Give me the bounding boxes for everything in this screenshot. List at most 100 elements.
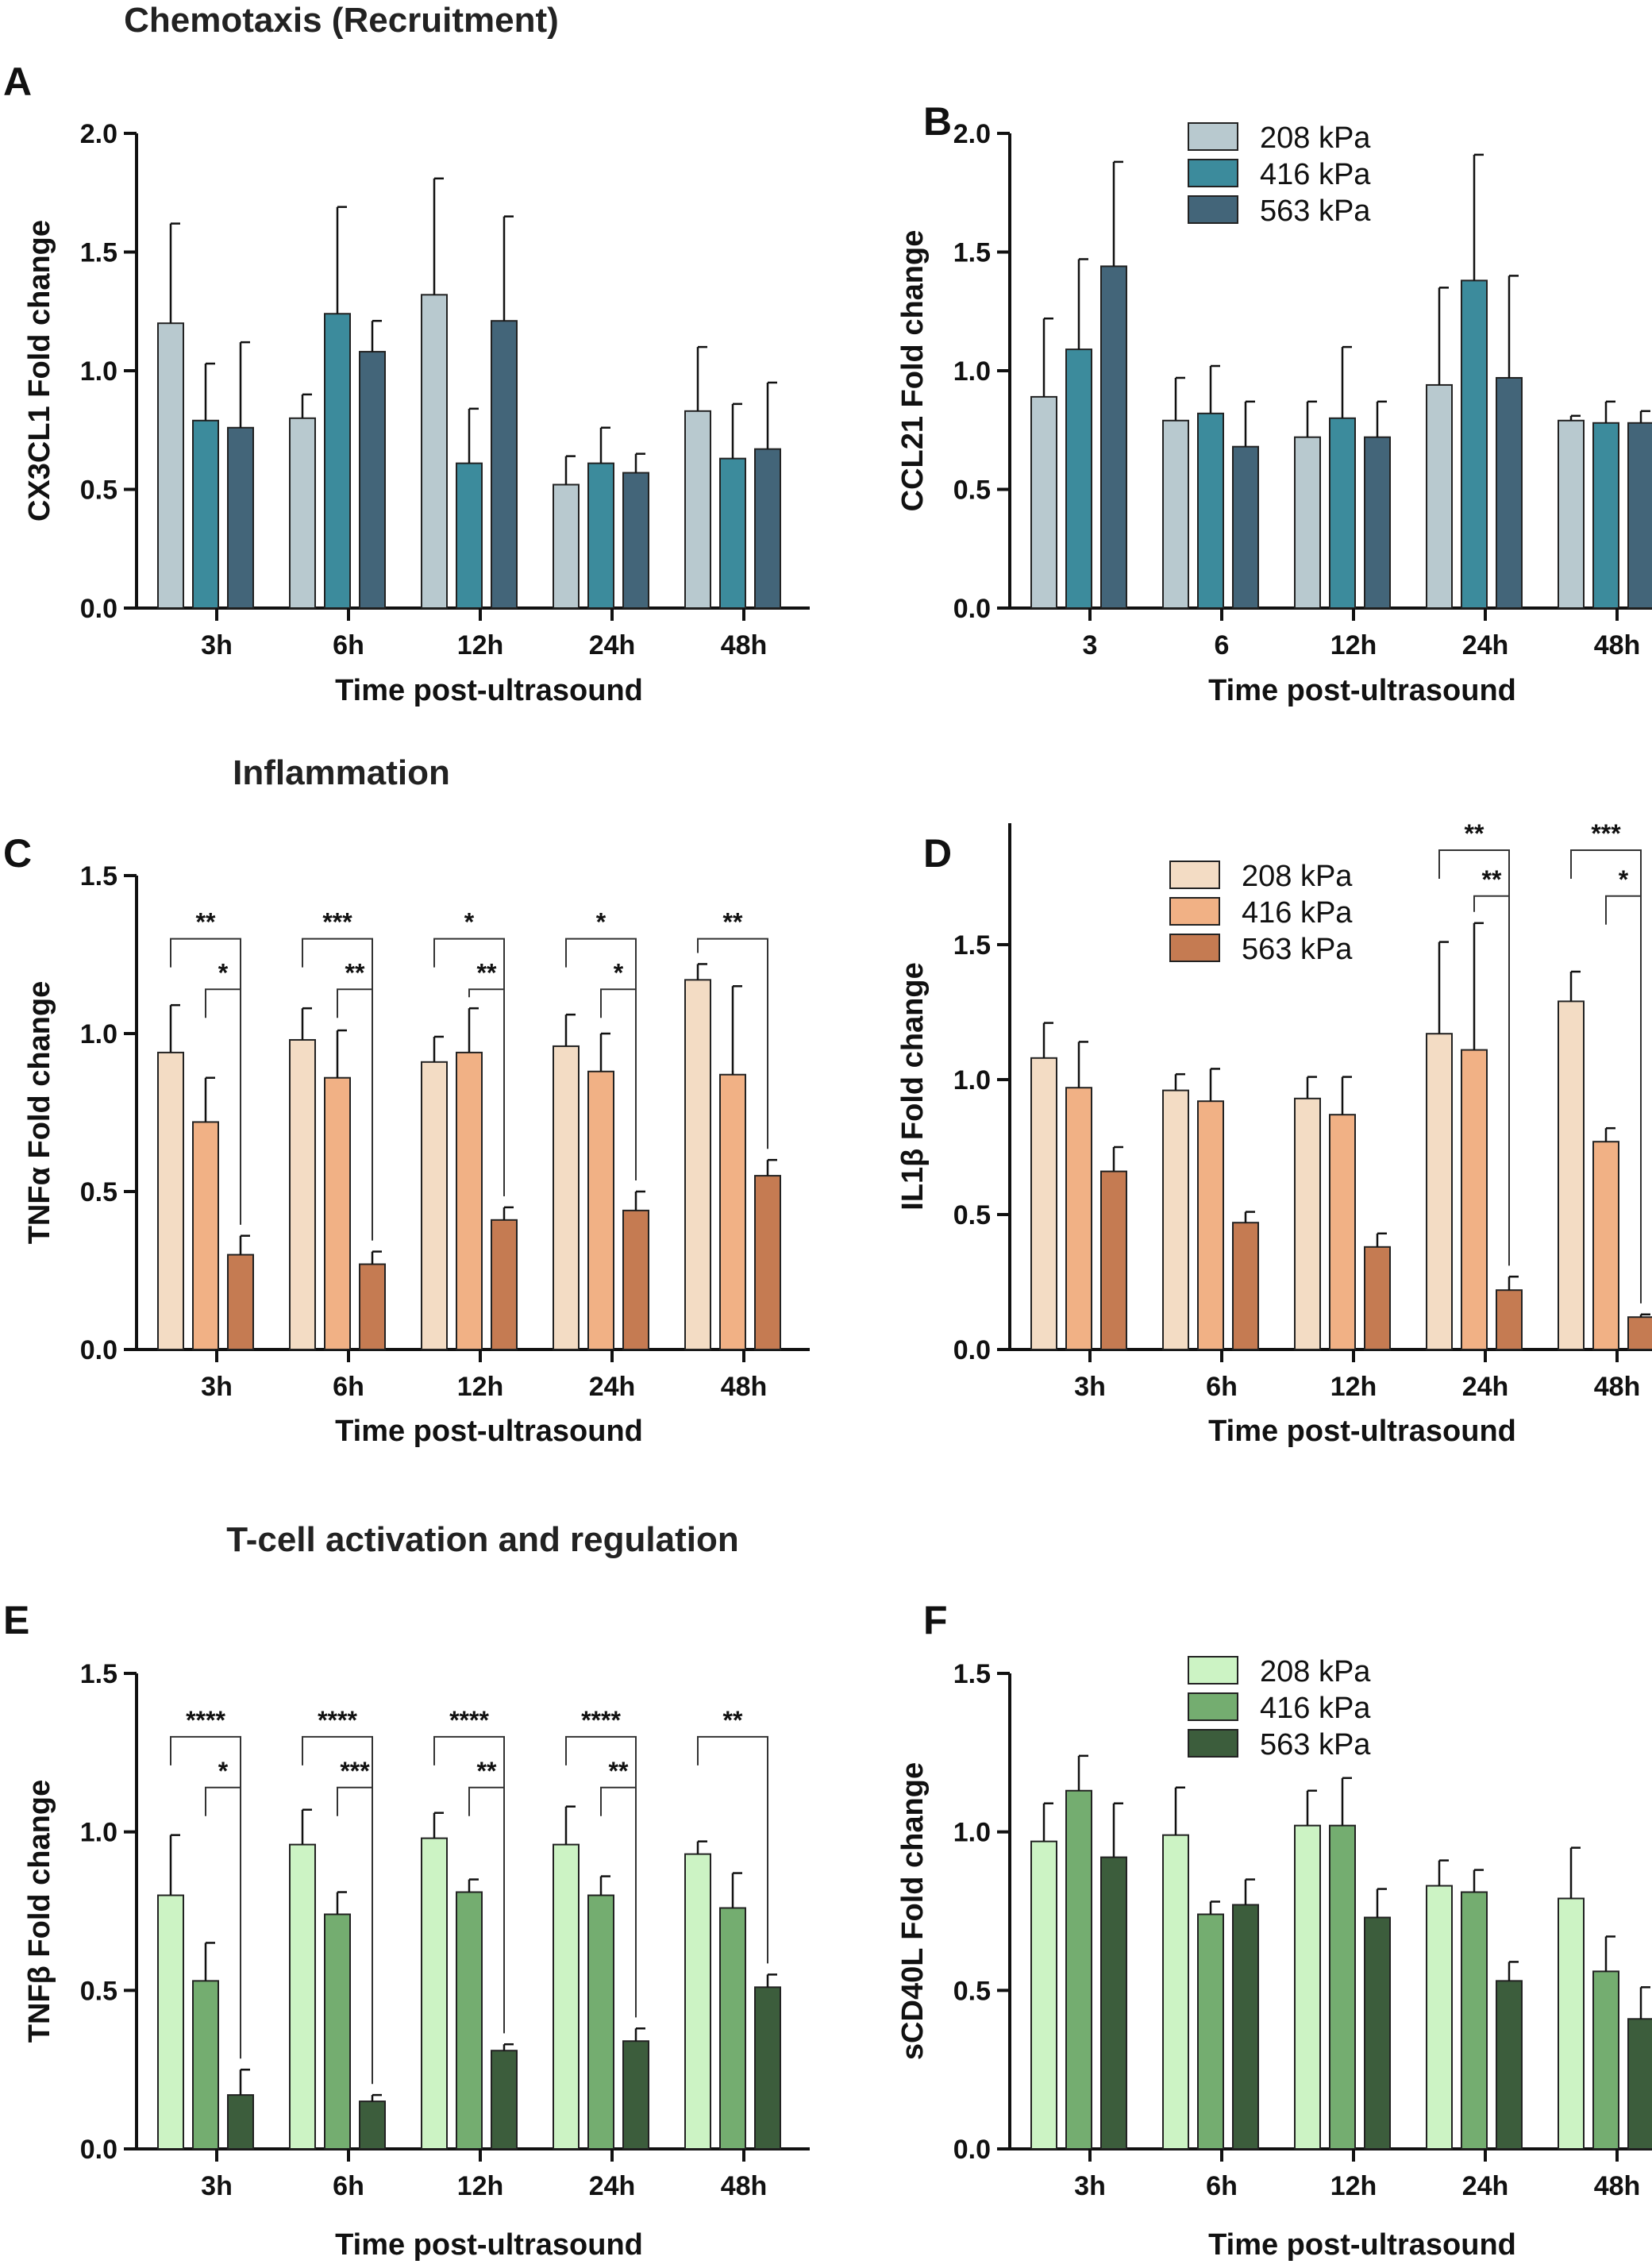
bar-563-kpa-6h bbox=[359, 2100, 386, 2150]
bar-208-kpa-6h bbox=[1162, 1089, 1189, 1350]
significance-label: *** bbox=[1591, 819, 1621, 848]
y-axis-title: TNFβ Fold change bbox=[23, 1780, 56, 2043]
bar-416-kpa-24h bbox=[587, 1894, 614, 2150]
legend-swatch bbox=[1169, 897, 1220, 926]
legend-swatch bbox=[1188, 1656, 1238, 1685]
bar-208-kpa-3h bbox=[157, 1894, 184, 2150]
x-tick-label: 3h bbox=[1074, 1372, 1106, 1402]
bar-563-kpa-24h bbox=[1496, 1289, 1523, 1350]
significance-label: ** bbox=[723, 908, 743, 937]
panel-a: A 0.0 0.5 1.0 1.5 2.0 CX3CL1 Fold change Time … bbox=[3, 60, 810, 707]
bar-416-kpa-12h bbox=[1329, 1114, 1356, 1350]
bar-208-kpa-24h bbox=[553, 483, 580, 610]
x-tick-label: 12h bbox=[1330, 1372, 1377, 1402]
legend-swatch bbox=[1188, 122, 1238, 151]
x-tick-label: 12h bbox=[457, 1372, 504, 1402]
bar-563-kpa-3h bbox=[1100, 1170, 1127, 1350]
bar-416-kpa-24h bbox=[587, 1070, 614, 1350]
bar-416-kpa-6h bbox=[324, 1913, 351, 2150]
significance-bracket bbox=[468, 988, 505, 1196]
bar-208-kpa-24h bbox=[1426, 383, 1453, 609]
legend-label: 563 kPa bbox=[1242, 933, 1353, 966]
y-tick-label: 1.5 bbox=[80, 1659, 117, 1689]
legend-swatch bbox=[1169, 861, 1220, 889]
significance-label: * bbox=[1619, 865, 1629, 894]
bar-563-kpa-3h bbox=[227, 426, 254, 610]
x-tick-label: 3h bbox=[1074, 2171, 1106, 2201]
x-tick-label: 48h bbox=[1594, 1372, 1641, 1402]
x-axis-title: Time post-ultrasound bbox=[335, 674, 643, 707]
bar-208-kpa-6h bbox=[289, 1843, 316, 2150]
legend-swatch bbox=[1188, 1729, 1238, 1758]
significance-label: * bbox=[464, 908, 475, 937]
x-axis-title: Time post-ultrasound bbox=[335, 2228, 643, 2262]
bar-416-kpa-24h bbox=[1461, 1891, 1488, 2150]
significance-label: **** bbox=[581, 1706, 621, 1735]
y-tick-label: 1.0 bbox=[80, 1818, 117, 1848]
bar-563-kpa-24h bbox=[622, 1209, 649, 1350]
x-axis-title: Time post-ultrasound bbox=[1208, 2228, 1516, 2262]
significance-label: ** bbox=[477, 958, 497, 987]
bar-563-kpa-12h bbox=[1364, 436, 1391, 609]
bar-208-kpa-12h bbox=[421, 1061, 448, 1350]
legend-swatch bbox=[1188, 1692, 1238, 1721]
significance-label: ** bbox=[196, 908, 216, 937]
panel-b: B 0.0 0.5 1.0 1.5 2.0 CCL21 Fold change Time p… bbox=[896, 99, 1652, 707]
legend-swatch bbox=[1188, 159, 1238, 187]
bar-208-kpa-3 bbox=[1030, 395, 1057, 609]
bar-563-kpa-3h bbox=[227, 1253, 254, 1350]
x-tick-label: 6h bbox=[1206, 2171, 1238, 2201]
bar-416-kpa-3h bbox=[192, 1980, 219, 2150]
x-tick-label: 48h bbox=[1594, 630, 1641, 660]
bar-563-kpa-24h bbox=[1496, 376, 1523, 609]
y-tick-label: 1.5 bbox=[953, 1659, 991, 1689]
significance-label: * bbox=[218, 958, 229, 987]
y-tick-label: 0.5 bbox=[80, 1976, 117, 2006]
bar-208-kpa-48h bbox=[684, 1853, 711, 2150]
x-tick-label: 12h bbox=[1330, 630, 1377, 660]
significance-label: ** bbox=[477, 1757, 497, 1785]
bar-563-kpa-24h bbox=[622, 2040, 649, 2150]
bar-208-kpa-12h bbox=[421, 294, 448, 609]
bar-416-kpa-48h bbox=[1592, 422, 1619, 610]
bar-208-kpa-12h bbox=[1294, 1824, 1321, 2150]
bar-416-kpa-24h bbox=[587, 462, 614, 609]
y-tick-label: 1.5 bbox=[953, 238, 991, 268]
panel-f: F 0.0 0.5 1.0 1.5 sCD40L Fold change Time pos… bbox=[896, 1598, 1652, 2262]
y-tick-label: 1.0 bbox=[953, 356, 991, 387]
significance-label: * bbox=[614, 958, 624, 987]
bar-208-kpa-6h bbox=[289, 1038, 316, 1350]
y-tick-label: 1.5 bbox=[80, 238, 117, 268]
x-tick-label: 6h bbox=[1206, 1372, 1238, 1402]
significance-label: *** bbox=[322, 908, 352, 937]
significance-label: **** bbox=[318, 1706, 357, 1735]
panel-letter-e: E bbox=[3, 1598, 29, 1642]
y-tick-label: 1.0 bbox=[80, 356, 117, 387]
y-tick-label: 2.0 bbox=[953, 119, 991, 149]
y-tick-label: 1.5 bbox=[953, 930, 991, 961]
bar-208-kpa-3h bbox=[157, 322, 184, 609]
y-tick-label: 0.0 bbox=[953, 2135, 991, 2165]
bar-416-kpa-6h bbox=[1197, 1913, 1224, 2150]
y-tick-label: 0.0 bbox=[953, 594, 991, 624]
significance-label: **** bbox=[449, 1706, 489, 1735]
bar-208-kpa-48h bbox=[1558, 1000, 1585, 1351]
legend-label: 208 kPa bbox=[1260, 1655, 1371, 1688]
section-title-t-cell: T-cell activation and regulation bbox=[226, 1520, 738, 1559]
legend-swatch bbox=[1188, 195, 1238, 224]
y-tick-label: 1.0 bbox=[953, 1818, 991, 1848]
panel-letter-d: D bbox=[923, 831, 952, 876]
y-tick-label: 0.5 bbox=[80, 476, 117, 506]
bar-563-kpa-24h bbox=[622, 472, 649, 609]
bar-563-kpa-12h bbox=[491, 1219, 518, 1350]
significance-bracket bbox=[337, 988, 373, 1241]
significance-bracket bbox=[600, 988, 637, 1180]
bar-416-kpa-48h bbox=[1592, 1141, 1619, 1350]
x-tick-label: 24h bbox=[589, 2171, 636, 2201]
bar-563-kpa-48h bbox=[1627, 1316, 1652, 1350]
bar-208-kpa-12h bbox=[421, 1837, 448, 2150]
y-tick-label: 1.0 bbox=[80, 1019, 117, 1049]
bar-416-kpa-6h bbox=[324, 313, 351, 609]
bar-563-kpa-48h bbox=[754, 1986, 781, 2150]
